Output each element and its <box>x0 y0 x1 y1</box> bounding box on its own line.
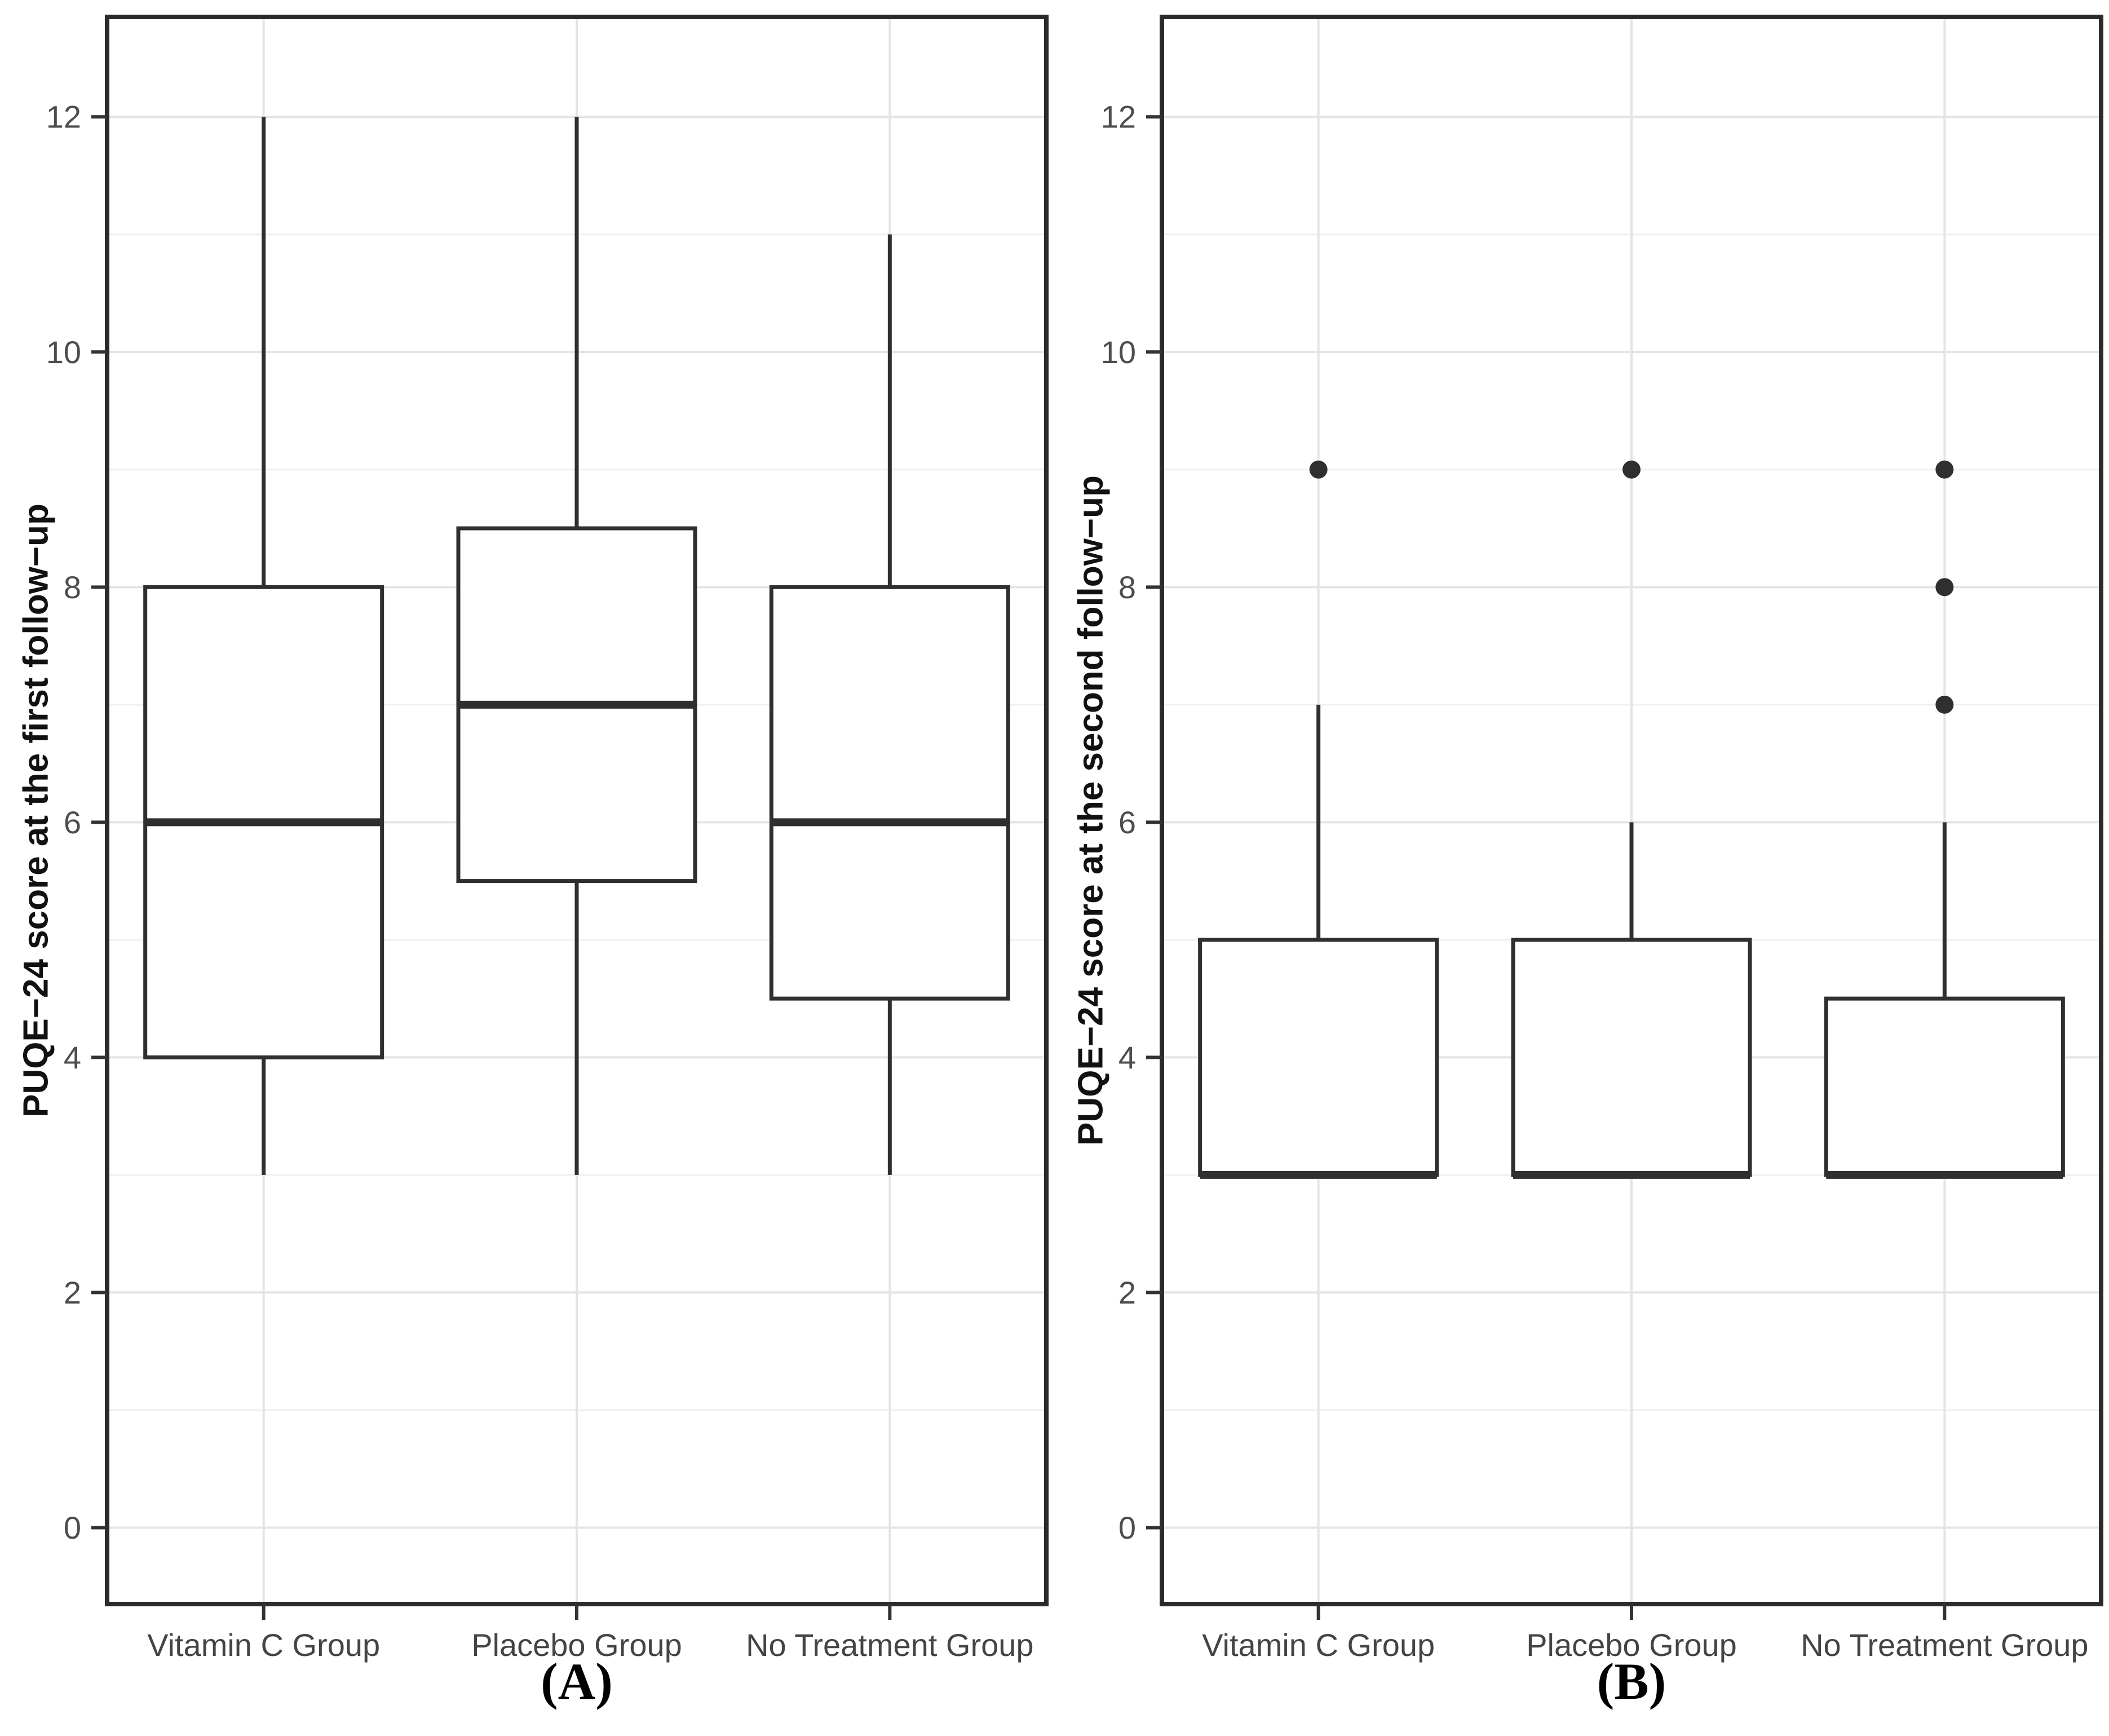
panel-a: 0 2 4 6 8 10 12 Vitamin C Group Placebo Group No … <box>0 0 1054 1736</box>
panel-b-y-tick-label: 2 <box>1118 1275 1136 1310</box>
panel-b-box-no-treatment-group <box>1824 996 2065 1177</box>
panel-a-caption: (A) <box>541 1653 613 1710</box>
panel-b-y-tick-label: 8 <box>1118 569 1136 605</box>
panel-a-y-tick-label: 4 <box>64 1040 81 1075</box>
panel-a-y-tick-label: 10 <box>46 334 81 370</box>
panel-a-y-axis-title: PUQE−24 score at the first follow−up <box>17 503 56 1117</box>
panel-b-outlier-point-no-treatment-group <box>1935 578 1954 597</box>
panel-b-y-tick-label: 6 <box>1118 805 1136 840</box>
panel-b-x-category-label-no-treatment-group: No Treatment Group <box>1801 1627 2088 1663</box>
panel-b-outlier-point-placebo-group <box>1622 460 1641 479</box>
panel-a-y-tick-label: 2 <box>64 1275 81 1310</box>
panel-b-box-placebo-group <box>1511 938 1752 1177</box>
panel-b-y-axis-title: PUQE−24 score at the second follow−up <box>1072 475 1111 1146</box>
panel-b-outlier-point-no-treatment-group <box>1935 695 1954 714</box>
boxplot-svg-panel-b: 0 2 4 6 8 10 12 Vitamin C Group Placebo Group No … <box>1072 15 2103 1663</box>
panel-b-y-tick-label: 0 <box>1118 1510 1136 1545</box>
boxplot-svg-panel-a: 0 2 4 6 8 10 12 Vitamin C Group Placebo Group No … <box>17 15 1049 1663</box>
panel-a-y-tick-label: 6 <box>64 805 81 840</box>
panel-b-x-category-label-placebo-group: Placebo Group <box>1526 1627 1737 1663</box>
panel-b-outlier-point-no-treatment-group <box>1935 460 1954 479</box>
panel-a-y-tick-label: 8 <box>64 569 81 605</box>
panel-a-box-no-treatment-group <box>769 585 1010 1001</box>
panel-b-y-tick-label: 4 <box>1118 1040 1136 1075</box>
panel-b-outlier-point-vitamin-c-group <box>1309 460 1328 479</box>
panel-b-y-tick-label: 12 <box>1101 99 1136 135</box>
panel-b: 0 2 4 6 8 10 12 Vitamin C Group Placebo Group No … <box>1055 0 2109 1736</box>
panel-b-y-tick-label: 10 <box>1101 334 1136 370</box>
panel-b-x-category-label-vitamin-c-group: Vitamin C Group <box>1202 1627 1435 1663</box>
panel-a-x-category-label-placebo-group: Placebo Group <box>471 1627 682 1663</box>
panel-a-y-tick-label: 0 <box>64 1510 81 1545</box>
panel-a-x-category-label-no-treatment-group: No Treatment Group <box>746 1627 1033 1663</box>
panel-a-x-category-label-vitamin-c-group: Vitamin C Group <box>147 1627 380 1663</box>
panel-b-caption: (B) <box>1597 1653 1666 1710</box>
panel-a-y-tick-label: 12 <box>46 99 81 135</box>
panel-b-box-vitamin-c-group <box>1198 938 1439 1177</box>
